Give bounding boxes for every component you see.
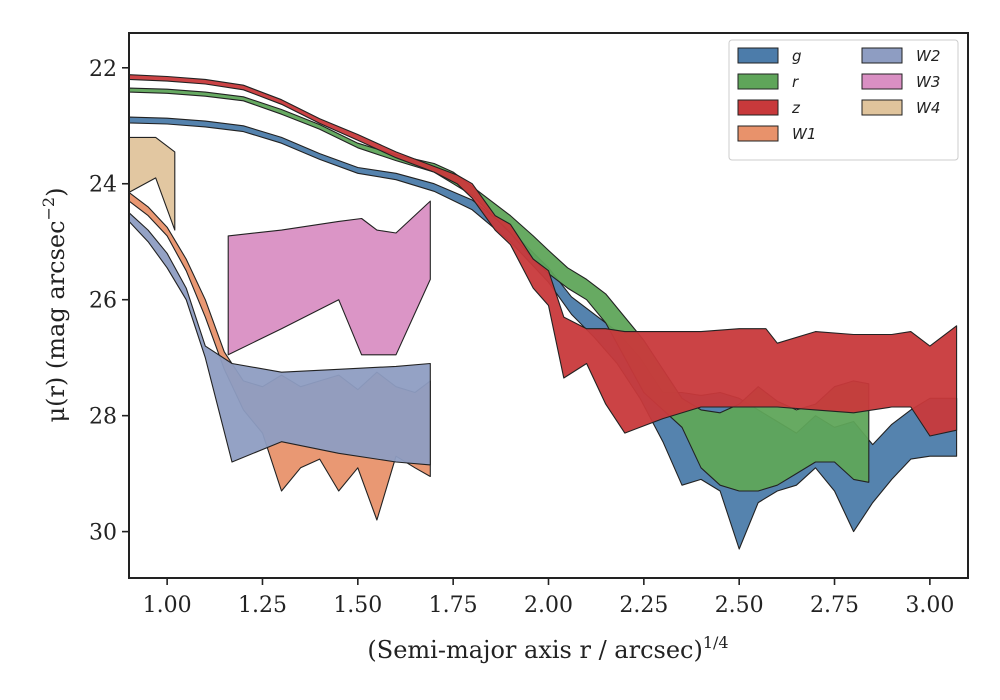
legend-swatch-w4 xyxy=(861,99,903,116)
legend-swatch-g xyxy=(737,47,779,64)
legend-label-w1: W1 xyxy=(792,125,816,143)
series-band-z xyxy=(128,74,958,437)
x-tick-label: 2.25 xyxy=(619,593,668,618)
x-axis-label-exponent: 1/4 xyxy=(703,633,729,652)
y-tick-label: 24 xyxy=(89,173,117,198)
x-tick-label: 2.00 xyxy=(524,593,573,618)
series-band-w2 xyxy=(128,212,431,466)
legend: grz W1 W2 W3 W4 xyxy=(728,39,959,161)
x-axis-label: (Semi-major axis r / arcsec)1/4 xyxy=(367,633,728,664)
legend-swatch-w1 xyxy=(737,125,779,142)
legend-label-w3: W3 xyxy=(916,73,940,91)
series-band-r xyxy=(128,87,870,492)
y-axis-ticks: 22 24 26 28 30 xyxy=(89,57,129,546)
legend-swatch-r xyxy=(737,73,779,90)
x-tick-label: 1.00 xyxy=(143,593,192,618)
x-tick-label: 1.25 xyxy=(238,593,287,618)
legend-swatch-z xyxy=(737,99,779,116)
legend-label-w2: W2 xyxy=(916,47,940,65)
y-tick-label: 22 xyxy=(89,57,117,82)
legend-label-z: z xyxy=(791,99,801,117)
legend-label-r: r xyxy=(792,73,799,91)
series-band-w3 xyxy=(227,200,431,356)
y-axis-label: μ(r) (mag arcsec−2) xyxy=(39,188,70,423)
legend-label-g: g xyxy=(792,47,802,65)
y-tick-label: 30 xyxy=(89,521,117,546)
x-tick-label: 2.75 xyxy=(810,593,859,618)
y-axis-label-close: ) xyxy=(42,188,70,197)
x-tick-label: 1.75 xyxy=(429,593,478,618)
legend-swatch-w3 xyxy=(861,73,903,90)
y-axis-label-exponent: −2 xyxy=(39,197,58,221)
x-tick-label: 1.50 xyxy=(333,593,382,618)
x-axis-ticks: 1.00 1.25 1.50 1.75 2.00 2.25 2.50 2.75 3.00 xyxy=(143,578,954,618)
series-layer xyxy=(128,74,958,550)
legend-label-w4: W4 xyxy=(916,99,940,117)
x-tick-label: 2.50 xyxy=(715,593,764,618)
x-tick-label: 3.00 xyxy=(905,593,954,618)
legend-box xyxy=(728,39,959,161)
y-tick-label: 28 xyxy=(89,405,117,430)
y-tick-label: 26 xyxy=(89,289,117,314)
x-axis-label-main: (Semi-major axis r / arcsec) xyxy=(367,636,702,664)
legend-swatch-w2 xyxy=(861,47,903,64)
y-axis-label-main: μ(r) (mag arcsec xyxy=(42,220,70,422)
